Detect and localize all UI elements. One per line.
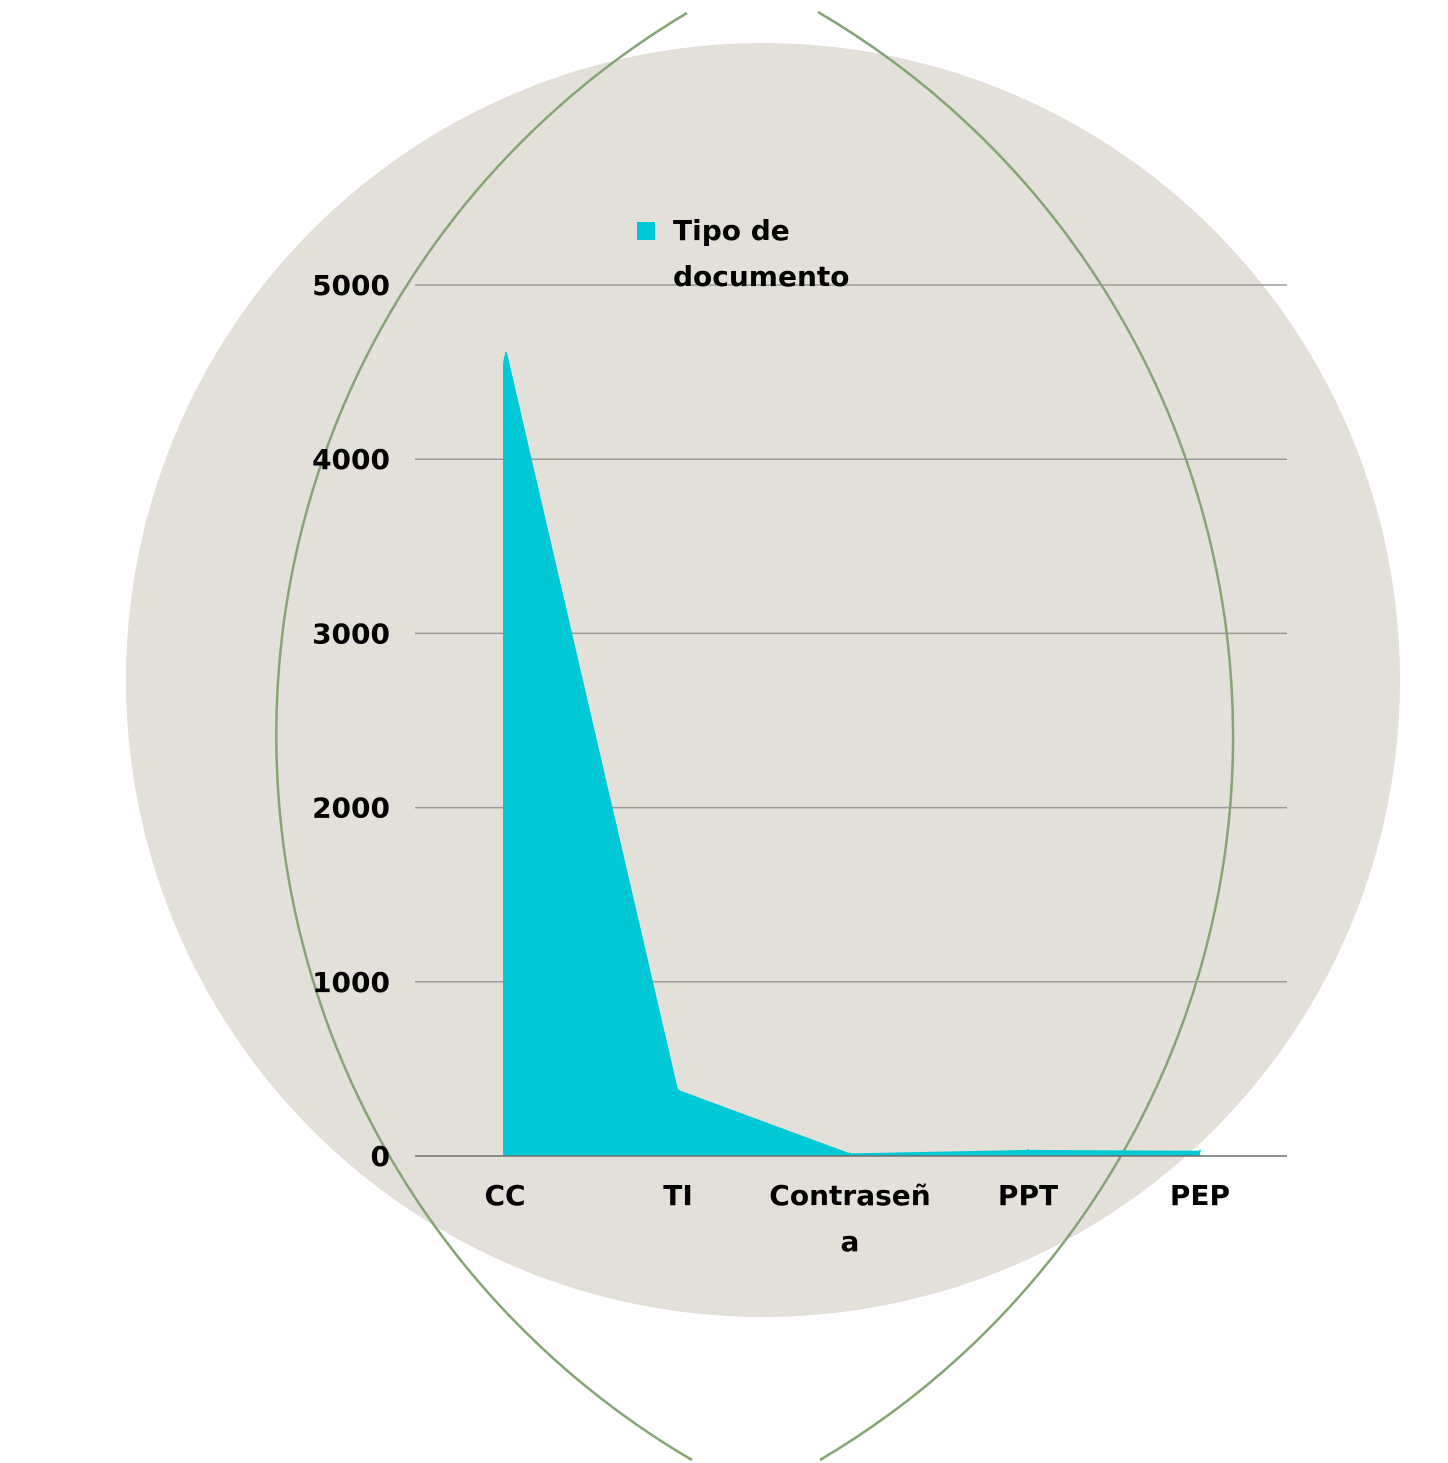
x-tick-label-ti: TI [663,1179,693,1212]
x-tick-label-line: a [841,1225,860,1258]
legend-label-line-1: Tipo de [673,214,790,247]
x-tick-label-ppt: PPT [998,1179,1058,1212]
y-tick-label-0: 0 [371,1140,390,1173]
x-tick-label-line: TI [663,1179,693,1212]
x-tick-label-cc: CC [484,1179,525,1212]
data-point-contraseña [849,1152,851,1155]
x-axis-tick-labels: CC TI Contraseñ a PPT PEP [484,1179,1230,1258]
legend-swatch [637,222,655,240]
y-tick-label-5000: 5000 [312,269,390,302]
y-tick-label-3000: 3000 [312,617,390,650]
y-tick-label-2000: 2000 [312,792,390,825]
series-area-group [503,351,1201,1156]
data-point-ti [677,1088,679,1091]
data-point-cc [505,351,507,354]
x-tick-label-line: CC [484,1179,525,1212]
outer-ring-arc-right [817,10,1235,1462]
data-point-pep [1199,1149,1201,1152]
x-tick-label-pep: PEP [1170,1179,1230,1212]
x-tick-label-line: PPT [998,1179,1058,1212]
y-tick-label-1000: 1000 [312,966,390,999]
x-tick-label-line: Contraseñ [769,1179,930,1212]
outer-ring-arc-left [275,11,693,1462]
y-axis-tick-labels: 0 1000 2000 3000 4000 5000 [312,269,390,1173]
legend-label: Tipo de documento [673,214,850,293]
backdrop-circle [126,43,1400,1317]
legend-label-line-2: documento [673,260,850,293]
x-tick-label-contraseña: Contraseñ a [769,1179,930,1258]
data-point-ppt [1027,1148,1029,1151]
y-tick-label-4000: 4000 [312,443,390,476]
legend: Tipo de documento [637,214,850,293]
series-area-tipo-de-documento [503,352,1200,1156]
x-tick-label-line: PEP [1170,1179,1230,1212]
